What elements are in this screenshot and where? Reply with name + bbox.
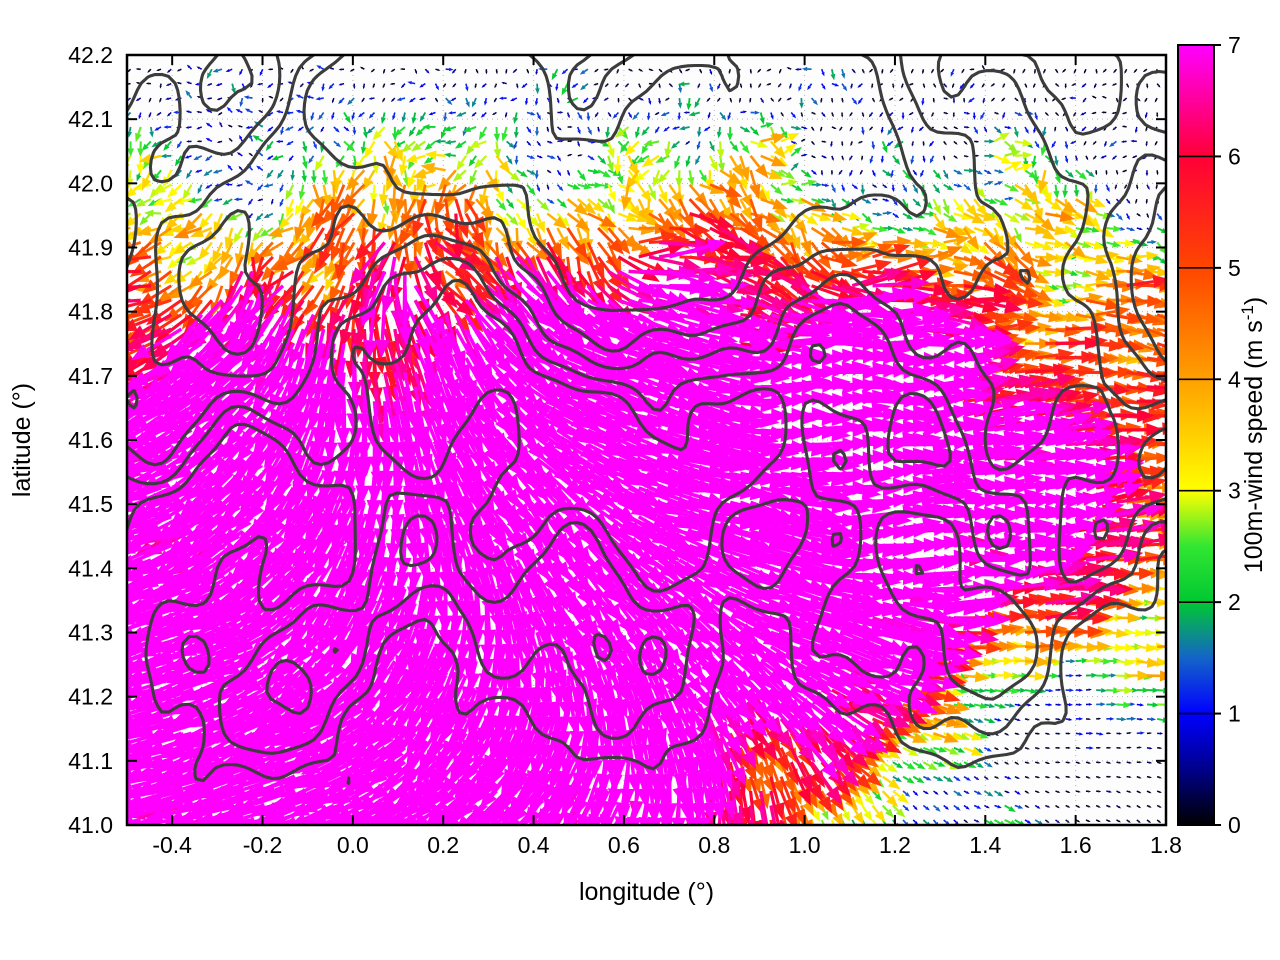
- wind-vector-layer: [127, 64, 1166, 825]
- colorbar-title-suffix: ): [1240, 297, 1268, 305]
- y-axis-title: latitude (°): [8, 383, 36, 497]
- y-tick-label: 42.2: [68, 42, 113, 68]
- y-tick-label: 42.1: [68, 106, 113, 132]
- x-tick-label: 0.6: [608, 832, 640, 858]
- colorbar-title-exponent: -1: [1238, 305, 1257, 320]
- x-tick-label: 0.0: [337, 832, 369, 858]
- x-tick-label: 1.2: [879, 832, 911, 858]
- x-tick-label: 1.4: [969, 832, 1001, 858]
- x-tick-label: 0.2: [427, 832, 459, 858]
- x-tick-label: 1.6: [1060, 832, 1092, 858]
- y-tick-label: 42.0: [68, 170, 113, 196]
- colorbar-tick-label: 4: [1228, 366, 1241, 392]
- y-tick-label: 41.1: [68, 748, 113, 774]
- colorbar-tick-label: 0: [1228, 812, 1241, 838]
- colorbar-title-main: 100m-wind speed (m s: [1240, 320, 1268, 573]
- colorbar-tick-label: 1: [1228, 701, 1241, 727]
- colorbar-title-group: 100m-wind speed (m s-1): [1238, 297, 1268, 573]
- colorbar-tick-label: 6: [1228, 143, 1241, 169]
- x-axis-title: longitude (°): [579, 878, 714, 906]
- y-tick-label: 41.7: [68, 363, 113, 389]
- y-tick-label: 41.5: [68, 491, 113, 517]
- x-tick-label: 0.4: [518, 832, 550, 858]
- x-tick-label: -0.4: [152, 832, 192, 858]
- colorbar-tick-label: 5: [1228, 255, 1241, 281]
- colorbar-tick-label: 3: [1228, 478, 1241, 504]
- colorbar-tick-label: 2: [1228, 589, 1241, 615]
- y-tick-label: 41.4: [68, 555, 113, 581]
- colorbar-tick-label: 7: [1228, 32, 1241, 58]
- colorbar-frame: [1177, 44, 1215, 826]
- x-axis-ticks: -0.4 -0.2 0.0 0.2 0.4 0.6 0.8 1.0 1.2 1.4 1.6 1.8: [152, 55, 1182, 858]
- x-tick-label: 1.0: [789, 832, 821, 858]
- y-tick-label: 41.2: [68, 684, 113, 710]
- y-tick-label: 41.9: [68, 235, 113, 261]
- y-tick-label: 41.3: [68, 620, 113, 646]
- x-tick-label: 0.8: [698, 832, 730, 858]
- y-tick-label: 41.8: [68, 299, 113, 325]
- y-axis-ticks: 41.0 41.1 41.2 41.3 41.4 41.5 41.6 41.7 41.8 41.9…: [68, 42, 1166, 838]
- x-tick-label: 1.8: [1150, 832, 1182, 858]
- colorbar-gradient: [1178, 45, 1214, 825]
- y-tick-label: 41.0: [68, 812, 113, 838]
- terrain-contour-layer: [127, 55, 1166, 785]
- colorbar-ticks: 0 1 2 3 4 5 6 7: [1178, 32, 1241, 838]
- x-tick-label: -0.2: [243, 832, 283, 858]
- y-tick-label: 41.6: [68, 427, 113, 453]
- colorbar-title: 100m-wind speed (m s-1): [1238, 297, 1268, 573]
